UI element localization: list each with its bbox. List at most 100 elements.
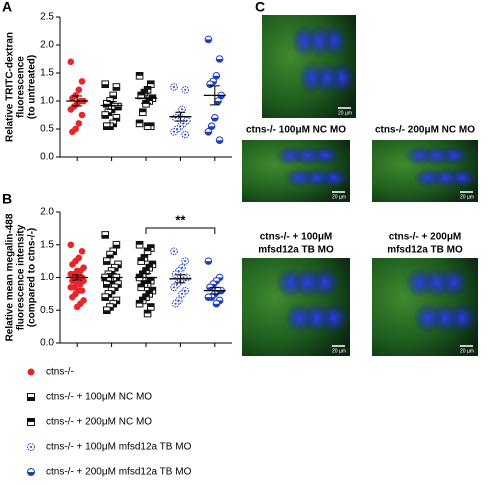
point xyxy=(139,108,147,117)
point-half xyxy=(144,86,151,90)
point-half xyxy=(101,234,109,239)
point xyxy=(103,257,111,265)
panel-label: C xyxy=(255,0,265,15)
point xyxy=(212,299,221,308)
point xyxy=(181,130,189,139)
point-half xyxy=(214,101,222,105)
series xyxy=(66,58,89,136)
point-shape xyxy=(67,106,75,113)
point xyxy=(67,284,75,291)
point-half xyxy=(139,297,147,301)
point xyxy=(215,55,224,63)
point-shape xyxy=(67,241,75,249)
point xyxy=(75,86,83,94)
point xyxy=(78,111,86,119)
error-bar xyxy=(209,85,220,106)
y-axis-label: (compared to ctns-/-) xyxy=(27,228,38,327)
point xyxy=(103,122,111,131)
point xyxy=(27,443,35,451)
point xyxy=(135,72,144,80)
scale-bar-label: 20 µm xyxy=(460,348,474,354)
point-shape xyxy=(69,94,76,102)
point xyxy=(101,111,110,119)
image-label: ctns-/- 100μM NC MO xyxy=(246,125,346,136)
y-axis-label: fluorescence xyxy=(16,56,27,118)
point xyxy=(78,78,86,85)
point-half xyxy=(141,280,148,285)
point xyxy=(204,257,213,265)
point-half xyxy=(216,59,223,63)
point xyxy=(137,283,145,292)
y-tick-label: 0.0 xyxy=(40,152,54,163)
point-half xyxy=(147,303,155,307)
point xyxy=(78,248,86,255)
point-half xyxy=(101,277,109,281)
point-shape xyxy=(69,128,76,136)
point xyxy=(181,257,189,265)
point xyxy=(170,283,178,292)
y-tick-label: 2.0 xyxy=(40,40,54,51)
point xyxy=(212,72,221,80)
scale-bar-label: 20 µm xyxy=(332,194,346,200)
point-half xyxy=(141,254,148,258)
y-axis-label: Relative TRITC-dextran xyxy=(5,32,16,142)
point xyxy=(135,299,144,308)
point-half xyxy=(206,287,214,291)
scale-bar-label: 20 µm xyxy=(460,194,474,200)
point-half xyxy=(144,122,151,127)
nuclei xyxy=(292,266,323,299)
series xyxy=(135,72,157,131)
point-dot xyxy=(173,286,175,289)
point-half xyxy=(142,267,150,271)
point-half xyxy=(103,261,111,265)
scale-bar-label: 20 µm xyxy=(332,348,346,354)
point-half xyxy=(137,92,145,96)
point-dot xyxy=(181,292,183,295)
point-half xyxy=(101,297,109,301)
point-shape xyxy=(75,86,83,94)
micrograph: 20 µm xyxy=(262,15,356,118)
y-tick-label: 0.5 xyxy=(40,124,54,135)
point xyxy=(67,270,75,278)
image-label: mfsd12a TB MO xyxy=(387,245,463,256)
image-label: ctns-/- 200μM NC MO xyxy=(375,125,475,136)
point-half xyxy=(149,94,156,99)
point-dot xyxy=(173,86,175,88)
point-half xyxy=(139,270,147,275)
point-shape xyxy=(67,270,75,278)
point-half xyxy=(109,95,117,99)
series xyxy=(100,231,123,315)
point-shape xyxy=(69,261,76,268)
point-half xyxy=(147,277,155,281)
legend-label: ctns-/- + 200μM mfsd12a TB MO xyxy=(46,467,192,478)
nuclei xyxy=(413,302,444,334)
nuclei xyxy=(292,145,323,166)
point-half xyxy=(211,117,219,122)
point xyxy=(27,368,35,376)
point xyxy=(69,94,76,102)
point-half xyxy=(101,84,109,88)
point xyxy=(67,58,75,66)
point xyxy=(170,247,178,256)
micrograph: 20 µm xyxy=(242,140,350,202)
point xyxy=(215,136,224,144)
y-tick-label: 1.0 xyxy=(40,96,54,107)
point xyxy=(137,257,145,265)
nuclei xyxy=(421,145,452,166)
point xyxy=(103,280,111,288)
point xyxy=(69,261,76,268)
point xyxy=(75,120,83,127)
error-bar xyxy=(175,274,186,284)
y-axis-label: Relative mean megalin-488 xyxy=(5,213,16,341)
point xyxy=(147,303,155,311)
nuclei xyxy=(306,24,333,58)
point-half xyxy=(113,87,120,91)
significance-bracket xyxy=(145,227,216,234)
point-half xyxy=(103,284,111,288)
y-tick-label: 2.5 xyxy=(40,12,54,23)
point xyxy=(143,247,152,256)
point xyxy=(206,80,214,88)
point xyxy=(101,80,110,89)
point-dot xyxy=(177,299,180,302)
